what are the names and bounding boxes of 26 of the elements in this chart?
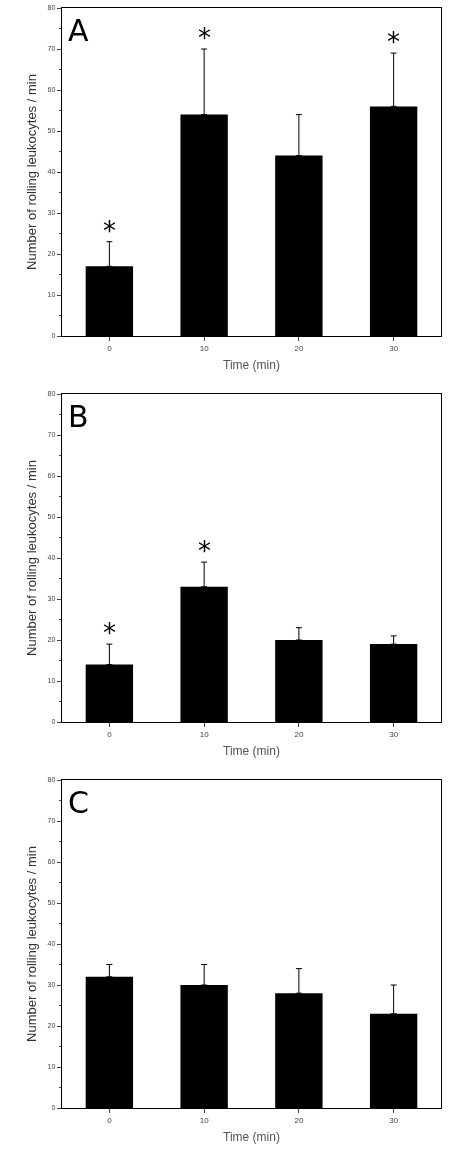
- x-tick-label: 30: [389, 1115, 399, 1125]
- y-axis-title: Number of rolling leukocytes / min: [23, 460, 39, 656]
- x-tick-label: 20: [294, 343, 304, 353]
- x-tick-label: 30: [389, 343, 399, 353]
- annotation: *: [387, 27, 400, 57]
- x-tick-label: 0: [107, 729, 113, 739]
- x-axis-title: Time (min): [223, 357, 280, 372]
- x-tick-label: 0: [107, 343, 113, 353]
- x-tick-label: 0: [107, 1115, 113, 1125]
- annotation: *: [198, 536, 211, 566]
- x-tick-label: 30: [389, 729, 399, 739]
- annotation: *: [198, 23, 211, 53]
- x-tick-label: 20: [294, 1115, 304, 1125]
- annotation: *: [103, 618, 116, 648]
- chart-title: B: [68, 399, 89, 434]
- x-tick-label: 20: [294, 729, 304, 739]
- x-tick-label: 10: [199, 1115, 210, 1125]
- y-axis-title: Number of rolling leukocytes / min: [23, 846, 39, 1042]
- y-axis-title: Number of rolling leukocytes / min: [23, 74, 39, 270]
- annotation: *: [103, 216, 116, 246]
- x-tick-label: 10: [199, 729, 210, 739]
- chart-title: A: [68, 13, 89, 48]
- x-tick-label: 10: [199, 343, 210, 353]
- x-axis-title: Time (min): [223, 743, 280, 758]
- x-axis-title: Time (min): [223, 1129, 280, 1144]
- chart-title: C: [68, 785, 89, 820]
